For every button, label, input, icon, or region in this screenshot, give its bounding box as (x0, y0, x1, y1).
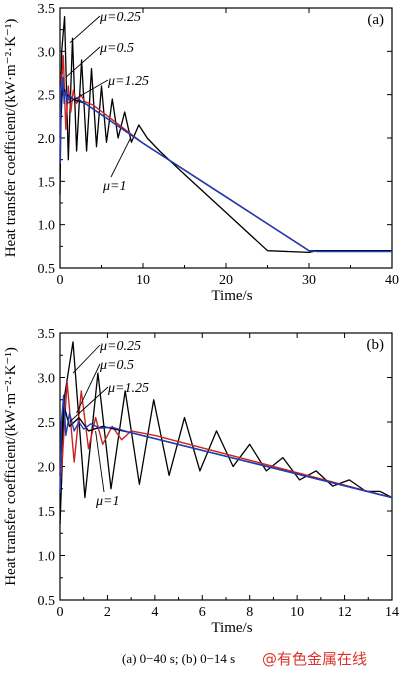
x-axis-label: Time/s (211, 620, 252, 636)
y-tick-label: 3.0 (38, 372, 56, 387)
x-tick-label: 40 (385, 273, 399, 288)
y-tick-label: 1.5 (38, 505, 56, 520)
x-tick-label: 14 (385, 605, 399, 620)
series-annotation: μ=1.25 (107, 381, 149, 396)
x-axis-label: Time/s (211, 288, 252, 304)
y-tick-label: 1.0 (38, 219, 56, 234)
series-line-0_5 (59, 381, 393, 499)
y-tick-label: 3.5 (38, 327, 56, 342)
panel-label: (b) (367, 337, 385, 353)
x-tick-label: 4 (151, 605, 158, 620)
series-annotation: μ=0.25 (99, 10, 141, 25)
y-tick-label: 2.0 (38, 461, 56, 476)
y-axis-label: Heat transfer coefficient/(kW·m⁻²·K⁻¹) (3, 19, 19, 258)
annotation-leader (65, 46, 101, 78)
series-line-1_25 (59, 76, 392, 253)
figure-caption: (a) 0−40 s; (b) 0−14 s (122, 651, 236, 666)
annotation-leader (95, 430, 105, 493)
x-tick-label: 10 (136, 273, 150, 288)
watermark: @有色金属在线 (262, 650, 368, 668)
x-tick-label: 12 (338, 605, 352, 620)
chart-panel-2: 0 2 4 6 8 10 12 14 0.5 1.0 1.5 2.0 2.5 3.0 3.5 Time/s He… (3, 327, 399, 636)
annotation-leader (72, 344, 101, 374)
series-annotation: μ=1.25 (107, 74, 149, 89)
annotation-leader (110, 137, 131, 178)
series-annotation: μ=1 (102, 179, 126, 194)
y-tick-label: 2.0 (38, 132, 56, 147)
series-line-0_25 (59, 341, 393, 525)
series-line-1_25 (59, 394, 393, 499)
panel-label: (a) (367, 12, 384, 28)
series-line-1 (59, 85, 392, 252)
x-tick-label: 6 (199, 605, 206, 620)
x-tick-label: 20 (219, 273, 233, 288)
y-tick-label: 3.5 (38, 2, 56, 17)
series-annotation: μ=1 (95, 494, 119, 509)
y-axis-label: Heat transfer coefficient/(kW·m⁻²·K⁻¹) (3, 347, 19, 586)
series-annotation: μ=0.5 (99, 358, 134, 373)
annotation-leader (69, 386, 109, 423)
y-tick-label: 3.0 (38, 45, 56, 60)
x-tick-label: 30 (302, 273, 316, 288)
x-tick-label: 0 (57, 273, 64, 288)
x-tick-label: 10 (290, 605, 304, 620)
y-tick-label: 2.5 (38, 416, 56, 431)
y-tick-label: 2.5 (38, 89, 56, 104)
y-tick-label: 0.5 (38, 262, 56, 277)
y-tick-label: 1.0 (38, 550, 56, 565)
chart-panel-1: 0 10 20 30 40 0.5 1.0 1.5 2.0 2.5 3.0 3.5 Time/s Heat… (3, 2, 399, 304)
series-annotation: μ=0.5 (99, 41, 134, 56)
annotation-leader (67, 79, 109, 104)
plot-frame (59, 332, 393, 601)
x-tick-label: 2 (104, 605, 111, 620)
series-line-0_25 (59, 16, 392, 254)
y-tick-label: 1.5 (38, 175, 56, 190)
x-tick-label: 0 (57, 605, 64, 620)
series-annotation: μ=0.25 (99, 339, 141, 354)
annotation-leader (76, 363, 101, 414)
x-tick-label: 8 (246, 605, 253, 620)
annotation-leader (69, 15, 101, 44)
y-tick-label: 0.5 (38, 594, 56, 609)
